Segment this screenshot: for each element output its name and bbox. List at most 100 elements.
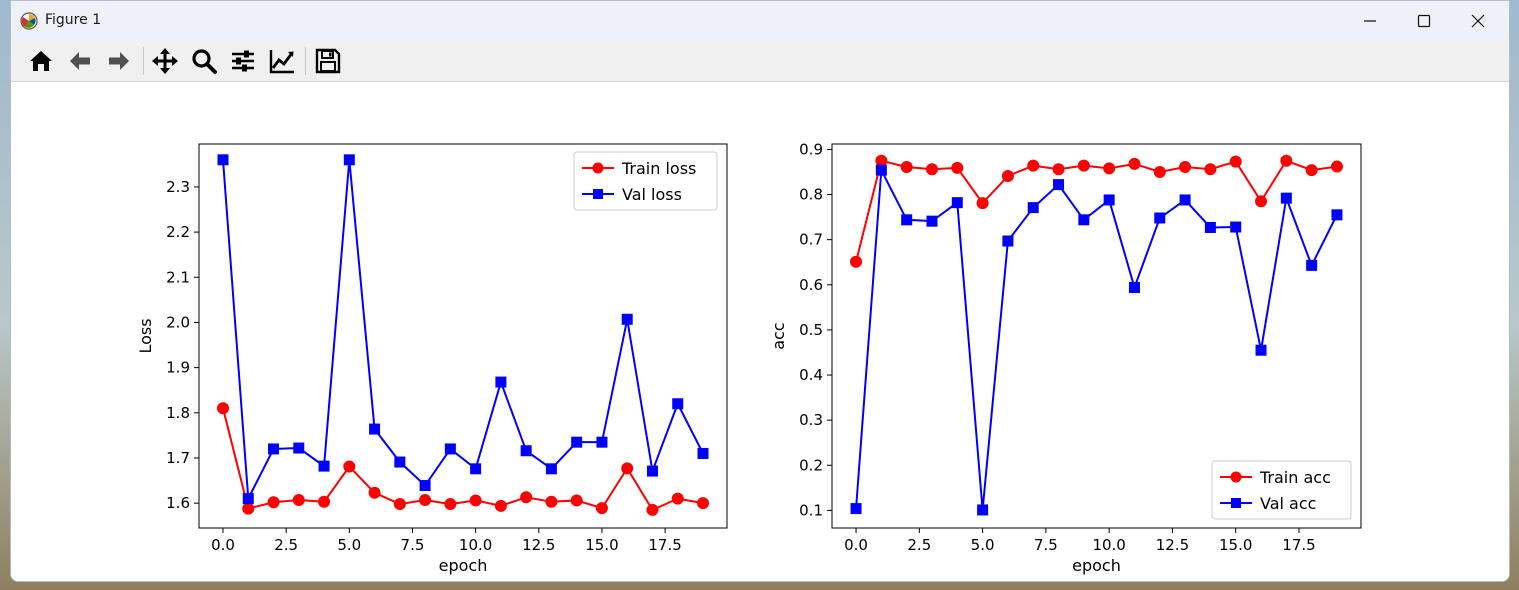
figure-canvas[interactable]: 0.0 2.5 5.0 7.5 10.0 12.5 15.0 17.5 1.6 1.7 1.8 1.9… [11, 82, 1509, 581]
forward-button[interactable] [103, 45, 135, 77]
data-point [1280, 192, 1292, 204]
data-point [900, 161, 913, 174]
data-point [1255, 195, 1268, 208]
data-point [293, 442, 305, 454]
arrow-left-icon [70, 52, 90, 70]
data-point [1027, 202, 1039, 214]
data-point [318, 495, 331, 508]
close-button[interactable] [1455, 1, 1501, 41]
home-button[interactable] [25, 45, 57, 77]
x-tick-label: 10.0 [459, 536, 492, 554]
data-point [1078, 214, 1090, 226]
y-tick-label: 1.8 [166, 404, 190, 422]
data-point [646, 503, 659, 516]
data-point [621, 313, 633, 325]
data-point [545, 495, 558, 508]
data-point [1153, 165, 1166, 178]
chart-2: 0.0 2.5 5.0 7.5 10.0 12.5 15.0 17.5 0.1 0.2 0.3 0.4… [769, 140, 1362, 575]
data-point [850, 255, 863, 268]
y-tick-label: 0.5 [799, 321, 823, 339]
data-point [1103, 194, 1115, 206]
legend-entry: Train acc [1259, 468, 1331, 487]
data-point [520, 445, 532, 457]
data-point [1002, 235, 1014, 247]
data-point [1255, 344, 1267, 356]
data-point [444, 498, 457, 511]
axes-frame [831, 143, 1362, 529]
data-point [697, 497, 709, 510]
data-point [901, 214, 913, 226]
data-point [1179, 161, 1192, 174]
data-point [671, 492, 684, 505]
data-point [318, 460, 330, 472]
series-val-loss [217, 154, 709, 505]
data-point [1027, 159, 1040, 172]
legend-entry: Val loss [622, 185, 682, 204]
sliders-icon [232, 50, 254, 72]
data-point [1179, 194, 1191, 206]
x-tick-label: 2.5 [274, 536, 298, 554]
data-point [369, 423, 381, 435]
data-point [368, 486, 381, 499]
data-point [875, 164, 887, 176]
data-point [621, 462, 634, 475]
figure-svg: 0.0 2.5 5.0 7.5 10.0 12.5 15.0 17.5 1.6 1.7 1.8 1.9… [136, 140, 1362, 575]
data-point [595, 502, 608, 515]
data-point [494, 499, 507, 512]
minimize-icon [1364, 20, 1376, 22]
data-point [343, 460, 356, 473]
zoom-button[interactable] [188, 45, 220, 77]
configure-subplots-button[interactable] [227, 45, 259, 77]
arrow-right-icon [109, 52, 129, 70]
data-point [268, 443, 280, 455]
axes-frame [198, 143, 728, 529]
home-icon [30, 51, 52, 71]
data-point [571, 436, 583, 448]
floppy-disk-icon [315, 48, 341, 74]
save-button[interactable] [312, 45, 344, 77]
data-point [925, 163, 938, 176]
y-tick-label: 0.7 [799, 231, 823, 249]
minimize-button[interactable] [1347, 1, 1393, 41]
data-point [875, 154, 888, 167]
legend: Train loss Val loss [573, 151, 718, 211]
data-point [646, 465, 658, 477]
back-button[interactable] [64, 45, 96, 77]
legend-marker [593, 189, 603, 199]
y-tick-label: 1.9 [166, 359, 190, 377]
pan-button[interactable] [149, 45, 181, 77]
data-point [850, 503, 862, 515]
series-train-acc [850, 154, 1343, 268]
toolbar-separator [143, 47, 144, 75]
x-axis-label: epoch [439, 556, 488, 575]
data-point [520, 491, 533, 504]
maximize-button[interactable] [1401, 1, 1447, 41]
x-tick-label: 10.0 [1092, 536, 1125, 554]
x-tick-label: 7.5 [1034, 536, 1058, 554]
title-bar[interactable]: Figure 1 [11, 1, 1509, 41]
data-point [1053, 179, 1065, 191]
y-tick-label: 2.2 [166, 223, 190, 241]
data-point [1001, 170, 1014, 183]
data-point [242, 493, 254, 505]
data-point [419, 480, 431, 492]
legend-box [1211, 460, 1352, 520]
legend-entry: Train loss [621, 159, 696, 178]
y-tick-label: 0.8 [799, 186, 823, 204]
x-tick-label: 15.0 [1219, 536, 1252, 554]
x-axis-label: epoch [1072, 556, 1121, 575]
x-tick-label: 12.5 [522, 536, 555, 554]
data-point [976, 197, 989, 210]
y-tick-label: 2.3 [166, 178, 190, 196]
data-point [926, 215, 938, 227]
y-tick-label: 0.9 [799, 140, 823, 158]
window-title: Figure 1 [45, 12, 102, 28]
chart-1: 0.0 2.5 5.0 7.5 10.0 12.5 15.0 17.5 1.6 1.7 1.8 1.9… [136, 143, 728, 575]
legend-marker [1231, 498, 1241, 508]
data-point [1103, 162, 1116, 175]
y-tick-label: 1.7 [166, 449, 190, 467]
data-point [570, 494, 583, 507]
edit-axes-button[interactable] [266, 45, 298, 77]
x-tick-label: 0.0 [211, 536, 235, 554]
y-tick-label: 0.6 [799, 276, 823, 294]
